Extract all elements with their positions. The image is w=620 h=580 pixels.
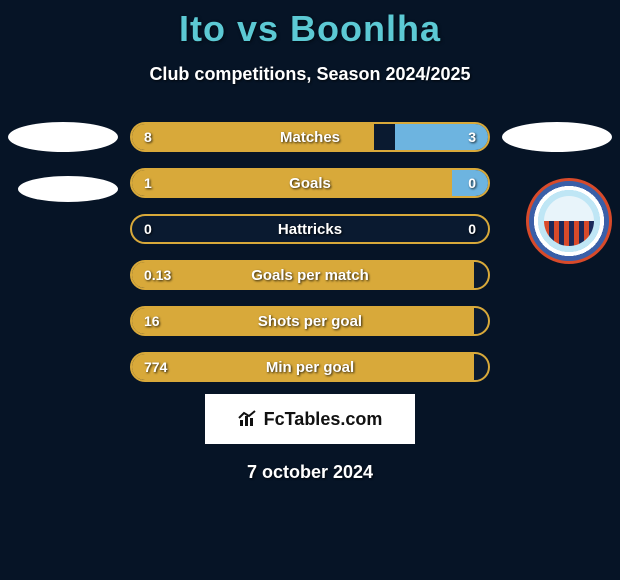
club-logo-stripes <box>544 221 594 246</box>
stat-value-right: 3 <box>468 124 476 150</box>
stats-container: 8 Matches 3 1 Goals 0 0 Hattricks 0 0.13… <box>130 122 490 398</box>
stat-row-goals: 1 Goals 0 <box>130 168 490 198</box>
page-title: Ito vs Boonlha <box>0 0 620 50</box>
subtitle: Club competitions, Season 2024/2025 <box>0 64 620 85</box>
stat-label: Min per goal <box>132 354 488 380</box>
stat-value-right: 0 <box>468 170 476 196</box>
stat-label: Goals per match <box>132 262 488 288</box>
stat-label: Matches <box>132 124 488 150</box>
stat-label: Goals <box>132 170 488 196</box>
stat-row-goals-per-match: 0.13 Goals per match <box>130 260 490 290</box>
club-logo-inner <box>544 196 594 246</box>
stat-value-right: 0 <box>468 216 476 242</box>
stat-row-hattricks: 0 Hattricks 0 <box>130 214 490 244</box>
chart-icon <box>238 410 260 428</box>
fctables-badge: FcTables.com <box>205 394 415 444</box>
stat-row-shots-per-goal: 16 Shots per goal <box>130 306 490 336</box>
stat-label: Shots per goal <box>132 308 488 334</box>
stat-label: Hattricks <box>132 216 488 242</box>
stat-row-min-per-goal: 774 Min per goal <box>130 352 490 382</box>
club-right-logo <box>526 178 612 264</box>
stat-row-matches: 8 Matches 3 <box>130 122 490 152</box>
club-left-placeholder <box>18 176 118 202</box>
player-right-placeholder <box>502 122 612 152</box>
player-left-placeholder <box>8 122 118 152</box>
date-label: 7 october 2024 <box>0 462 620 483</box>
fctables-label: FcTables.com <box>264 409 383 430</box>
